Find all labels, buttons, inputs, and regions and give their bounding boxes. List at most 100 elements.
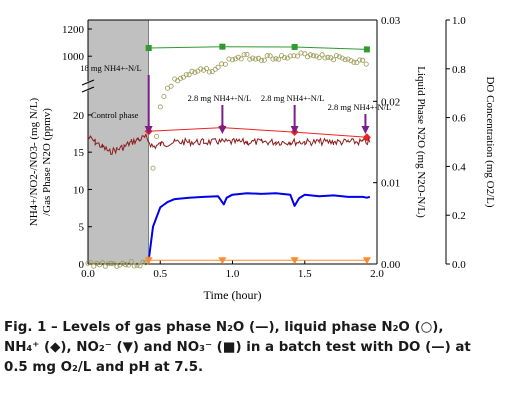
series-liquid-n2o-point [241,52,247,58]
series-liquid-n2o-point [154,133,160,139]
series-liquid-n2o-point [120,260,126,266]
series-liquid-n2o-point [281,55,287,61]
series-liquid-n2o-point [261,57,267,63]
series-liquid-n2o-point [342,57,348,63]
series-liquid-n2o-point [284,55,290,61]
series-liquid-n2o-point [357,57,363,63]
series-liquid-n2o-point [253,56,259,62]
series-liquid-n2o-point [128,259,134,265]
series-liquid-n2o-point [244,51,250,57]
right-axis-1-tick-label: 0.02 [381,96,400,108]
series-do-line [87,133,371,155]
series-liquid-n2o-point [212,66,218,72]
series-liquid-n2o-point [255,55,261,61]
right-axis-2-tick-label: 0.4 [452,161,466,173]
x-tick-label: 0.5 [153,268,167,280]
annotation-label: 2.8 mg NH4+-N/L [261,93,325,103]
series-liquid-n2o-point [215,64,221,70]
series-liquid-n2o-point [85,260,91,266]
series-liquid-n2o-point [123,262,129,268]
series-liquid-n2o-point [310,53,316,59]
left-tick-label: 1200 [62,24,85,36]
series-liquid-n2o-point [161,94,167,100]
series-liquid-n2o-point [363,61,369,67]
series-gas-n2o-line [147,192,371,261]
left-tick-label: 15 [73,147,85,159]
right-axis-2-tick-label: 0.8 [452,64,466,76]
series-liquid-n2o-point [102,263,108,269]
right-axis-1-tick-label: 0.00 [381,259,401,271]
right-axis-2-tick-label: 1.0 [452,15,466,27]
series-liquid-n2o-point [126,262,132,268]
series-liquid-n2o-point [100,260,106,266]
caption-line-1: Fig. 1 – Levels of gas phase N₂O (—), li… [4,320,444,335]
series-liquid-n2o-point [273,56,279,62]
series-liquid-n2o-point [94,260,100,266]
series-liquid-n2o-point [351,59,357,65]
series-liquid-n2o-point [276,56,282,62]
series-liquid-n2o-point [189,68,195,74]
control-phase-region [87,19,149,265]
left-axis-title-line-2: /Gas Phase N2O (ppmv) [41,108,53,216]
series-liquid-n2o-point [186,72,192,78]
series-no2-point [218,257,227,265]
series-liquid-n2o-point [183,72,189,78]
series-no3-point [363,46,370,53]
annotation-arrow-head [218,126,227,134]
right-axis-2-tick-label: 0.0 [452,259,466,271]
series-liquid-n2o-point [325,54,331,60]
annotation-label: 18 mg NH4+-N/L [80,63,141,73]
caption-line-3: 0.5 mg O₂/L and pH at 7.5. [4,360,204,375]
series-liquid-n2o-point [177,75,183,81]
caption-line-2: NH₄⁺ (◆), NO₂⁻ (▼) and NO₃⁻ (■) in a bat… [4,340,471,355]
series-liquid-n2o-point [88,260,94,266]
annotation-arrow-head [361,126,370,134]
series-liquid-n2o-point [180,74,186,80]
series-liquid-n2o-point [250,55,256,61]
annotation-arrow-head [290,126,299,134]
series-liquid-n2o-point [316,55,322,61]
left-tick-label: 10 [73,184,85,196]
series-liquid-n2o-point [140,259,146,265]
right-axis-1-title: Liquid Phase N2O (mg N2O-N/L) [415,66,427,218]
right-axis-2-tick-label: 0.6 [452,113,466,125]
figure-caption: Fig. 1 – Levels of gas phase N₂O (—), li… [4,318,509,378]
annotation-label: 2.8 mg NH4+-N/L [328,102,392,112]
axis-break-mark [81,79,95,93]
series-no3-point [145,45,152,52]
series-liquid-n2o-point [134,262,140,268]
series-no3-point [291,43,298,50]
series-nh4-point [362,133,371,142]
series-liquid-n2o-point [131,263,137,269]
series-liquid-n2o-point [247,56,253,62]
series-liquid-n2o-point [157,104,163,110]
series-liquid-n2o-point [264,53,270,59]
series-liquid-n2o-point [206,69,212,75]
series-liquid-n2o-point [164,85,170,91]
right-axis-1-tick-label: 0.03 [381,15,401,27]
series-liquid-n2o-point [336,54,342,60]
series-liquid-n2o-point [175,78,181,84]
x-tick-label: 2.0 [370,268,384,280]
control-phase-label: Control phase [91,110,139,120]
series-liquid-n2o-point [354,60,360,66]
series-liquid-n2o-point [111,261,117,267]
series-liquid-n2o-point [114,263,120,269]
series-liquid-n2o-point [307,52,313,58]
series-liquid-n2o-point [91,263,97,269]
series-liquid-n2o-point [333,53,339,59]
left-tick-label: 5 [79,222,85,234]
left-tick-label: 1000 [62,51,85,63]
chart: Control phase 0.0 0.5 1.0 1.5 2.0 Time (hour) 0… [28,15,496,302]
left-axis-title-line-1: NH4+/NO2-/NO3- (mg N/L) [28,97,40,226]
series-nh4-line [148,127,367,138]
x-tick-label: 1.0 [226,268,240,280]
series-no2-point [290,257,299,265]
series-liquid-n2o-point [360,57,366,63]
series-no2-point [362,257,371,265]
series-liquid-n2o-point [270,56,276,62]
annotation-arrow-head [144,126,153,134]
series-liquid-n2o-point [258,57,264,63]
x-axis-title: Time (hour) [204,288,262,302]
series-liquid-n2o-point [203,66,209,72]
